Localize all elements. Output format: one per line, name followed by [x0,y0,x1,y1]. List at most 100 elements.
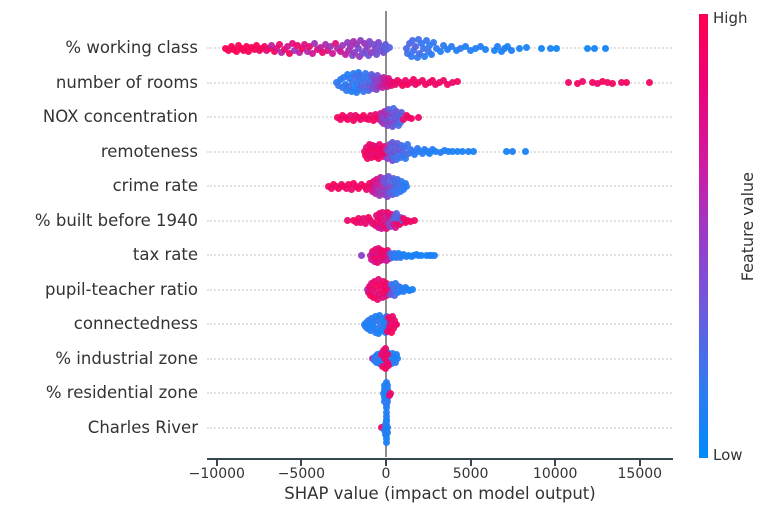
data-point [412,42,420,50]
data-point [354,77,362,84]
tick-mark [638,460,641,466]
data-point [326,42,334,50]
data-point [408,286,416,293]
data-point [375,210,383,217]
data-point [343,217,351,224]
data-point [329,49,337,57]
data-point [369,116,377,124]
data-point [382,403,390,411]
data-point [342,87,350,94]
gridline [207,254,672,256]
data-point [351,73,359,80]
data-point [426,150,434,157]
data-point [286,49,294,57]
data-point [391,115,399,123]
data-point [327,184,335,192]
data-point [378,294,386,301]
feature-label: % industrial zone [55,348,198,368]
data-point [342,184,350,192]
data-point [421,52,429,60]
data-point [372,312,380,320]
tick-label: 5000 [452,466,489,482]
data-point [588,79,596,86]
data-point [374,38,382,46]
data-point [373,150,381,157]
data-point [407,52,415,60]
data-point [383,397,391,405]
data-point [353,81,361,88]
data-point [384,429,392,436]
feature-label: crime rate [112,176,198,195]
data-point [449,148,457,155]
data-point [591,44,599,52]
data-point [372,76,380,83]
data-point [456,44,464,52]
data-point [516,44,524,52]
data-point [594,80,601,87]
data-point [472,44,480,52]
data-point [429,38,437,46]
data-point [371,289,379,296]
data-point [391,81,399,88]
data-point [378,326,386,334]
data-point [232,47,240,55]
data-point [383,381,391,389]
data-point [366,77,374,84]
data-point [331,39,339,47]
data-point [316,43,324,51]
data-point [522,148,530,155]
data-point [403,141,411,148]
data-point [275,40,283,48]
data-point [429,77,437,84]
data-point [404,49,412,57]
data-point [369,40,377,48]
data-point [384,327,392,335]
data-point [504,42,512,50]
data-point [348,79,356,86]
data-point [622,79,630,86]
data-point [391,316,399,324]
data-point [343,38,351,46]
data-point [407,218,415,225]
data-point [390,292,398,299]
data-point [410,46,418,54]
data-point [389,139,397,146]
data-point [341,81,349,88]
data-point [382,185,390,193]
tick-label: −10000 [188,466,245,482]
x-axis-title: SHAP value (impact on model output) [284,484,596,503]
data-point [371,44,379,52]
data-point [390,119,398,127]
data-point [377,109,385,117]
data-point [388,109,396,117]
data-point [350,85,358,92]
data-point [445,148,453,155]
data-point [352,219,360,226]
data-point [469,148,477,155]
data-point [418,150,426,157]
data-point [384,424,392,431]
data-point [418,77,426,84]
data-point [599,78,607,85]
gridline [207,392,672,394]
data-point [385,105,393,113]
data-point [385,313,393,321]
data-point [273,44,281,52]
tick-label: 15000 [617,466,663,482]
data-point [357,115,365,123]
data-point [378,182,386,190]
data-point [452,46,460,54]
data-point [440,77,448,84]
data-point [507,46,515,54]
data-point [336,115,344,123]
data-point [391,224,399,231]
data-point [394,355,402,362]
data-point [387,145,395,152]
data-point [389,288,397,295]
data-point [392,359,400,366]
data-point [381,40,389,48]
feature-label: tax rate [132,245,198,264]
data-point [376,141,384,148]
data-point [347,88,355,95]
data-point [370,278,378,285]
